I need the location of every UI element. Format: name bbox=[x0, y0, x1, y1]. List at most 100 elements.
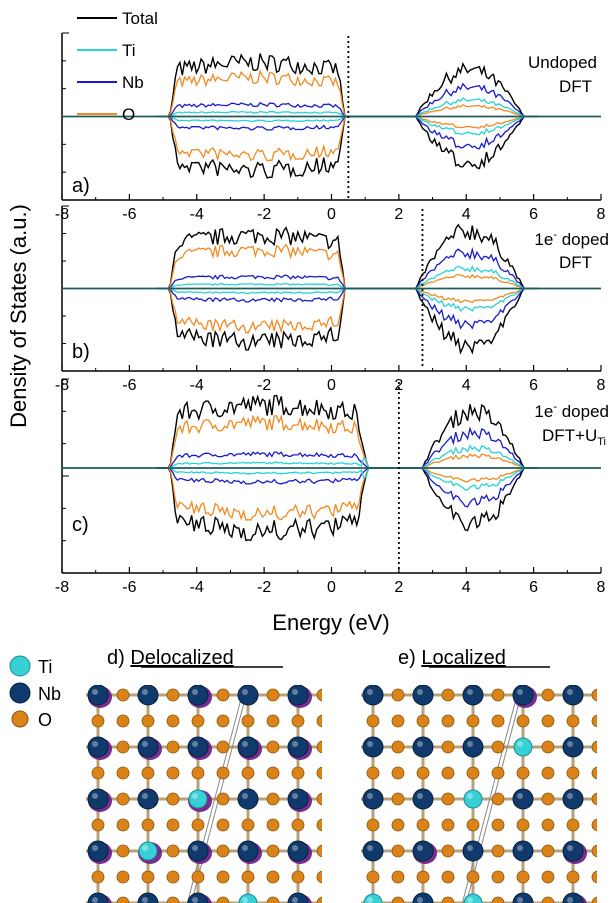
structure-d-title: d) Delocalized bbox=[107, 647, 234, 669]
nb-atom bbox=[287, 685, 309, 706]
atom-highlight bbox=[142, 845, 148, 851]
o-atom bbox=[116, 740, 130, 754]
atom-highlight bbox=[192, 845, 198, 851]
x-tick-label: 6 bbox=[529, 377, 538, 394]
structure-e-name: Localized bbox=[421, 647, 506, 669]
atom-highlight bbox=[142, 793, 148, 799]
o-atom bbox=[466, 870, 480, 884]
o-atom bbox=[316, 896, 322, 903]
lattice bbox=[86, 685, 322, 903]
dos-curve-ti-down bbox=[156, 467, 539, 491]
atom-highlight bbox=[467, 793, 473, 799]
ti-atom bbox=[238, 893, 258, 903]
o-atom bbox=[166, 740, 180, 754]
o-atom bbox=[216, 870, 230, 884]
o-atom bbox=[141, 818, 155, 832]
o-atom bbox=[416, 870, 430, 884]
nb-atom bbox=[87, 840, 109, 862]
x-tick-label: 6 bbox=[529, 206, 538, 223]
o-atom bbox=[566, 818, 580, 832]
nb-atom bbox=[237, 788, 259, 810]
x-tick-label: -4 bbox=[190, 377, 204, 394]
o-atom bbox=[541, 870, 555, 884]
atom-highlight bbox=[92, 741, 98, 747]
o-atom bbox=[216, 688, 230, 702]
nb-atom bbox=[362, 840, 384, 862]
atom-highlight bbox=[467, 897, 473, 903]
nb-atom bbox=[137, 788, 159, 810]
o-atom bbox=[491, 818, 505, 832]
o-atom bbox=[541, 792, 555, 806]
o-atom-legend-icon bbox=[11, 710, 29, 728]
o-atom bbox=[91, 818, 105, 832]
dos-curve-total-up bbox=[156, 223, 539, 290]
nb-atom bbox=[562, 788, 584, 810]
o-atom bbox=[91, 766, 105, 780]
panel-c-label-e: 1e bbox=[534, 402, 553, 421]
atom-highlight bbox=[92, 845, 98, 851]
o-atom bbox=[541, 896, 555, 903]
panel-c-label-dftu: DFT+U bbox=[542, 426, 597, 445]
o-atom bbox=[191, 766, 205, 780]
o-atom bbox=[591, 818, 597, 832]
panel-a-label-line2: DFT bbox=[559, 77, 592, 96]
atom-highlight bbox=[142, 741, 148, 747]
legend-label-total: Total bbox=[122, 9, 158, 28]
ti-atom bbox=[513, 737, 533, 757]
o-atom bbox=[166, 766, 180, 780]
o-atom bbox=[316, 740, 322, 754]
atom-highlight bbox=[242, 741, 248, 747]
o-atom bbox=[591, 792, 597, 806]
dos-curve-o-down bbox=[156, 287, 539, 335]
structure-legend-nb: Nb bbox=[38, 684, 61, 704]
panel-c-label-sub: Ti bbox=[597, 436, 606, 448]
panel-c-label-line1: 1e- doped bbox=[534, 401, 609, 421]
x-tick-label: 4 bbox=[462, 206, 471, 223]
atom-highlight bbox=[467, 741, 473, 747]
o-atom bbox=[566, 714, 580, 728]
atom-highlight bbox=[467, 845, 473, 851]
o-atom bbox=[266, 688, 280, 702]
o-atom bbox=[541, 688, 555, 702]
nb-atom bbox=[87, 892, 109, 903]
nb-atom bbox=[237, 840, 259, 862]
ti-atom bbox=[363, 893, 383, 903]
nb-atom bbox=[362, 788, 384, 810]
dos-curve-o-up bbox=[156, 69, 539, 118]
cell-edge bbox=[186, 685, 246, 903]
atom-highlight bbox=[517, 793, 523, 799]
o-atom bbox=[466, 714, 480, 728]
nb-atom bbox=[562, 736, 584, 758]
x-tick-label: 2 bbox=[394, 206, 403, 223]
panel-b-label-sup: - bbox=[553, 229, 557, 241]
o-atom bbox=[216, 896, 230, 903]
atom-highlight bbox=[242, 793, 248, 799]
o-atom bbox=[491, 870, 505, 884]
o-atom bbox=[241, 870, 255, 884]
o-atom bbox=[266, 740, 280, 754]
o-atom bbox=[491, 844, 505, 858]
atom-highlight bbox=[567, 897, 573, 903]
o-atom bbox=[366, 870, 380, 884]
dos-curve-o-down bbox=[156, 467, 539, 521]
o-atom bbox=[441, 844, 455, 858]
nb-atom bbox=[412, 892, 434, 903]
o-atom bbox=[391, 740, 405, 754]
nb-atom bbox=[412, 788, 434, 810]
dos-curve-ti-up bbox=[156, 444, 539, 469]
panel-b-annotation: b) 1e- doped DFT bbox=[72, 229, 609, 363]
o-atom bbox=[216, 844, 230, 858]
o-atom bbox=[441, 792, 455, 806]
atom-highlight bbox=[467, 689, 473, 695]
atom-highlight bbox=[92, 897, 98, 903]
o-atom bbox=[141, 870, 155, 884]
x-tick-label: 2 bbox=[394, 579, 403, 596]
o-atom bbox=[516, 818, 530, 832]
structure-e-prefix: e) bbox=[398, 647, 421, 669]
atom-highlight bbox=[192, 689, 198, 695]
o-atom bbox=[441, 740, 455, 754]
o-atom bbox=[291, 714, 305, 728]
o-atom bbox=[166, 792, 180, 806]
o-atom bbox=[466, 818, 480, 832]
nb-atom bbox=[87, 685, 109, 706]
